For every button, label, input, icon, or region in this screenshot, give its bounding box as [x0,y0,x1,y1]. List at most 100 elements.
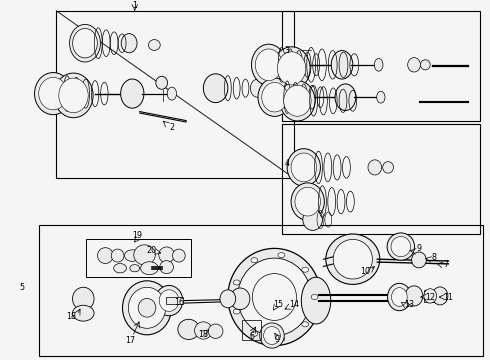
Ellipse shape [273,47,310,90]
Text: 2: 2 [169,123,174,132]
Ellipse shape [39,77,68,110]
Ellipse shape [284,85,311,116]
Ellipse shape [159,247,174,263]
Ellipse shape [333,239,372,279]
Circle shape [278,253,285,258]
Ellipse shape [195,322,212,339]
Ellipse shape [408,58,420,72]
Bar [282,11,480,121]
Ellipse shape [432,287,448,305]
Ellipse shape [264,82,273,95]
Text: 14: 14 [289,300,299,309]
Ellipse shape [122,281,172,335]
Text: 11: 11 [443,292,453,302]
Ellipse shape [388,283,411,311]
Circle shape [251,331,258,336]
Text: 20: 20 [147,246,157,255]
Ellipse shape [73,28,98,58]
Text: 16: 16 [174,298,184,307]
Ellipse shape [287,149,320,186]
Text: 5: 5 [20,284,25,292]
Bar [424,290,436,302]
Ellipse shape [59,78,88,113]
Circle shape [278,336,285,341]
Text: 15: 15 [273,300,283,309]
Bar [86,239,191,277]
Ellipse shape [155,285,183,316]
Bar [39,225,483,356]
Ellipse shape [301,277,331,324]
Ellipse shape [405,286,423,306]
Ellipse shape [230,288,250,310]
Ellipse shape [295,187,320,216]
Ellipse shape [391,237,411,257]
Ellipse shape [73,305,94,321]
Text: 19: 19 [132,231,142,240]
Ellipse shape [220,290,236,308]
Ellipse shape [172,249,185,262]
Ellipse shape [203,74,228,103]
Ellipse shape [331,50,353,79]
Text: 9: 9 [274,335,279,343]
Ellipse shape [121,33,137,53]
Ellipse shape [374,58,383,71]
Text: 18: 18 [66,312,76,321]
Circle shape [233,309,240,314]
Ellipse shape [280,81,315,121]
Ellipse shape [251,44,286,85]
Ellipse shape [392,288,407,306]
Ellipse shape [387,233,415,260]
Ellipse shape [291,183,324,220]
Ellipse shape [424,289,437,303]
Ellipse shape [138,298,156,317]
Ellipse shape [377,91,385,103]
Bar [166,297,183,304]
Ellipse shape [420,60,430,70]
Ellipse shape [264,327,280,345]
Ellipse shape [70,24,100,62]
Text: 3: 3 [284,46,289,55]
Ellipse shape [368,160,382,175]
Ellipse shape [34,72,72,114]
Ellipse shape [134,245,155,265]
Ellipse shape [262,82,288,112]
Ellipse shape [73,287,94,310]
Ellipse shape [121,79,144,108]
Ellipse shape [260,323,284,348]
Ellipse shape [238,258,311,336]
Ellipse shape [412,252,426,268]
Ellipse shape [98,248,113,264]
Ellipse shape [383,162,393,173]
Text: 10: 10 [360,267,370,276]
Circle shape [233,280,240,285]
Ellipse shape [54,73,93,118]
Bar [242,320,261,340]
Ellipse shape [167,87,176,100]
Ellipse shape [326,234,380,284]
Ellipse shape [178,319,199,339]
Ellipse shape [141,262,158,275]
Text: 4: 4 [284,159,289,168]
Ellipse shape [130,265,140,272]
Ellipse shape [160,261,173,274]
Text: 12: 12 [425,292,435,302]
Ellipse shape [148,40,160,50]
Ellipse shape [335,84,356,111]
Ellipse shape [228,248,321,346]
Text: 18: 18 [198,330,208,339]
Ellipse shape [128,287,166,328]
Ellipse shape [156,76,168,89]
Circle shape [302,322,309,327]
Ellipse shape [159,290,179,311]
Ellipse shape [258,78,291,116]
Ellipse shape [277,52,306,85]
Ellipse shape [124,250,140,261]
Circle shape [311,294,318,300]
Circle shape [251,258,258,263]
Text: 9: 9 [416,244,421,253]
Text: 6: 6 [250,332,255,341]
Ellipse shape [111,249,124,262]
Ellipse shape [250,79,264,97]
Bar [282,124,480,234]
Ellipse shape [114,264,126,273]
